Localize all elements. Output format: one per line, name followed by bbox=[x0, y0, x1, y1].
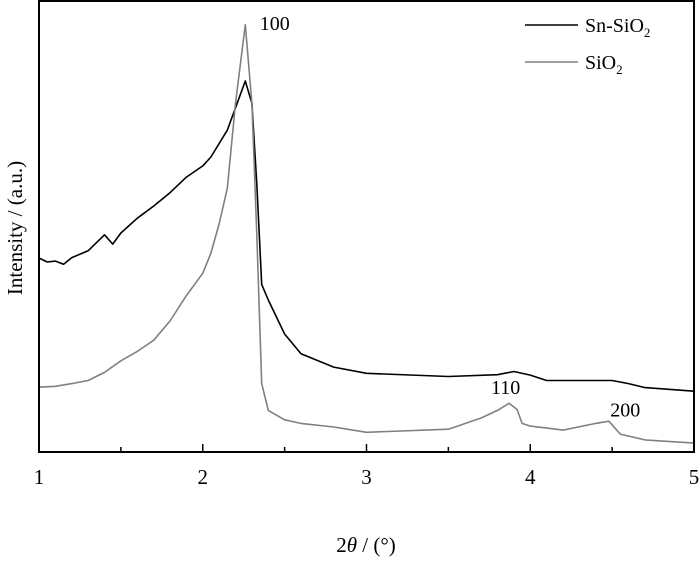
x-tick-label: 2 bbox=[198, 465, 209, 489]
x-axis-title: 2θ / (°) bbox=[336, 533, 396, 557]
legend-label-sio2: SiO2 bbox=[585, 52, 623, 77]
legend: Sn-SiO2 SiO2 bbox=[525, 15, 650, 77]
legend-label-sn-sio2: Sn-SiO2 bbox=[585, 15, 650, 40]
x-tick-label: 5 bbox=[689, 465, 700, 489]
peak-label-200: 200 bbox=[610, 400, 640, 422]
peak-label-110: 110 bbox=[491, 377, 520, 399]
series-line-sn-sio2 bbox=[38, 80, 695, 392]
series-layer bbox=[38, 23, 695, 444]
peak-label-100: 100 bbox=[260, 13, 290, 35]
annotations: 100 110 200 bbox=[260, 13, 640, 422]
x-tick-label: 4 bbox=[525, 465, 536, 489]
series-line-sio2 bbox=[38, 23, 695, 444]
y-axis-title: Intensity / (a.u.) bbox=[3, 161, 27, 295]
legend-item-sn-sio2: Sn-SiO2 bbox=[525, 15, 650, 40]
x-tick-label: 1 bbox=[34, 465, 45, 489]
x-axis: 1 2 3 4 5 bbox=[34, 444, 700, 489]
legend-item-sio2: SiO2 bbox=[525, 52, 623, 77]
x-tick-label: 3 bbox=[361, 465, 372, 489]
